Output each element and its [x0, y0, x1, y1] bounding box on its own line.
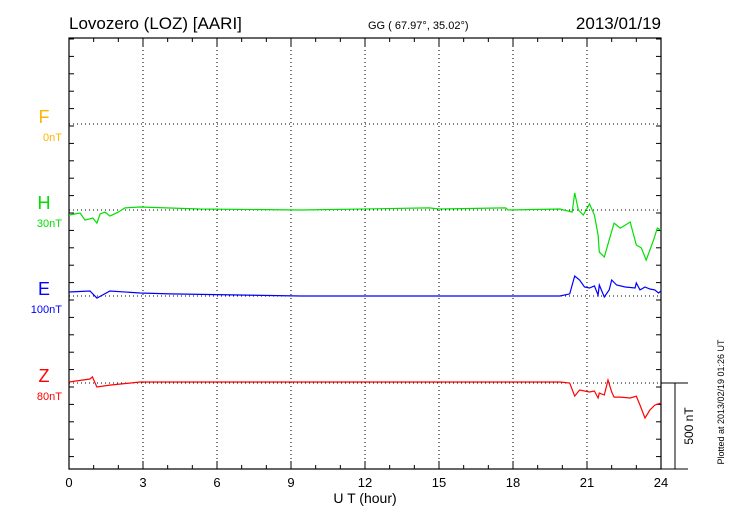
x-tick-label: 9 [287, 475, 294, 490]
chart-title: Lovozero (LOZ) [AARI] [69, 14, 242, 33]
chart-subtitle: GG ( 67.97°, 35.02°) [368, 20, 469, 32]
axes: 0 3 6 9 12 15 18 21 24 [65, 37, 688, 490]
x-axis-label: U T (hour) [333, 490, 396, 506]
series-baseline-e: 100nT [31, 304, 62, 316]
series-group [68, 192, 662, 420]
series-name-z: Z [39, 366, 50, 386]
x-tick-label: 0 [65, 475, 72, 490]
x-tick-label: 15 [432, 475, 446, 490]
plotted-at-footer: Plotted at 2013/02/19 01:26 UT [716, 339, 726, 465]
series-baseline-f: 0nT [43, 132, 62, 144]
series-name-e: E [38, 279, 50, 299]
x-tick-label: 6 [213, 475, 220, 490]
series-labels: F 0nT H 30nT E 100nT Z 80nT [31, 107, 62, 403]
x-tick-label: 18 [506, 475, 520, 490]
series-baseline-z: 80nT [37, 391, 62, 403]
chart-date: 2013/01/19 [576, 14, 661, 33]
series-name-f: F [39, 107, 50, 127]
series-baseline-h: 30nT [37, 218, 62, 230]
x-tick-label: 24 [654, 475, 668, 490]
x-tick-label: 12 [358, 475, 372, 490]
series-name-h: H [38, 193, 51, 213]
series-line-h [68, 192, 662, 262]
series-line-e [68, 274, 662, 299]
scale-bar-label: 500 nT [682, 407, 696, 445]
grid [69, 38, 661, 469]
x-tick-label: 3 [139, 475, 146, 490]
series-line-z [68, 375, 662, 420]
x-tick-label: 21 [580, 475, 594, 490]
